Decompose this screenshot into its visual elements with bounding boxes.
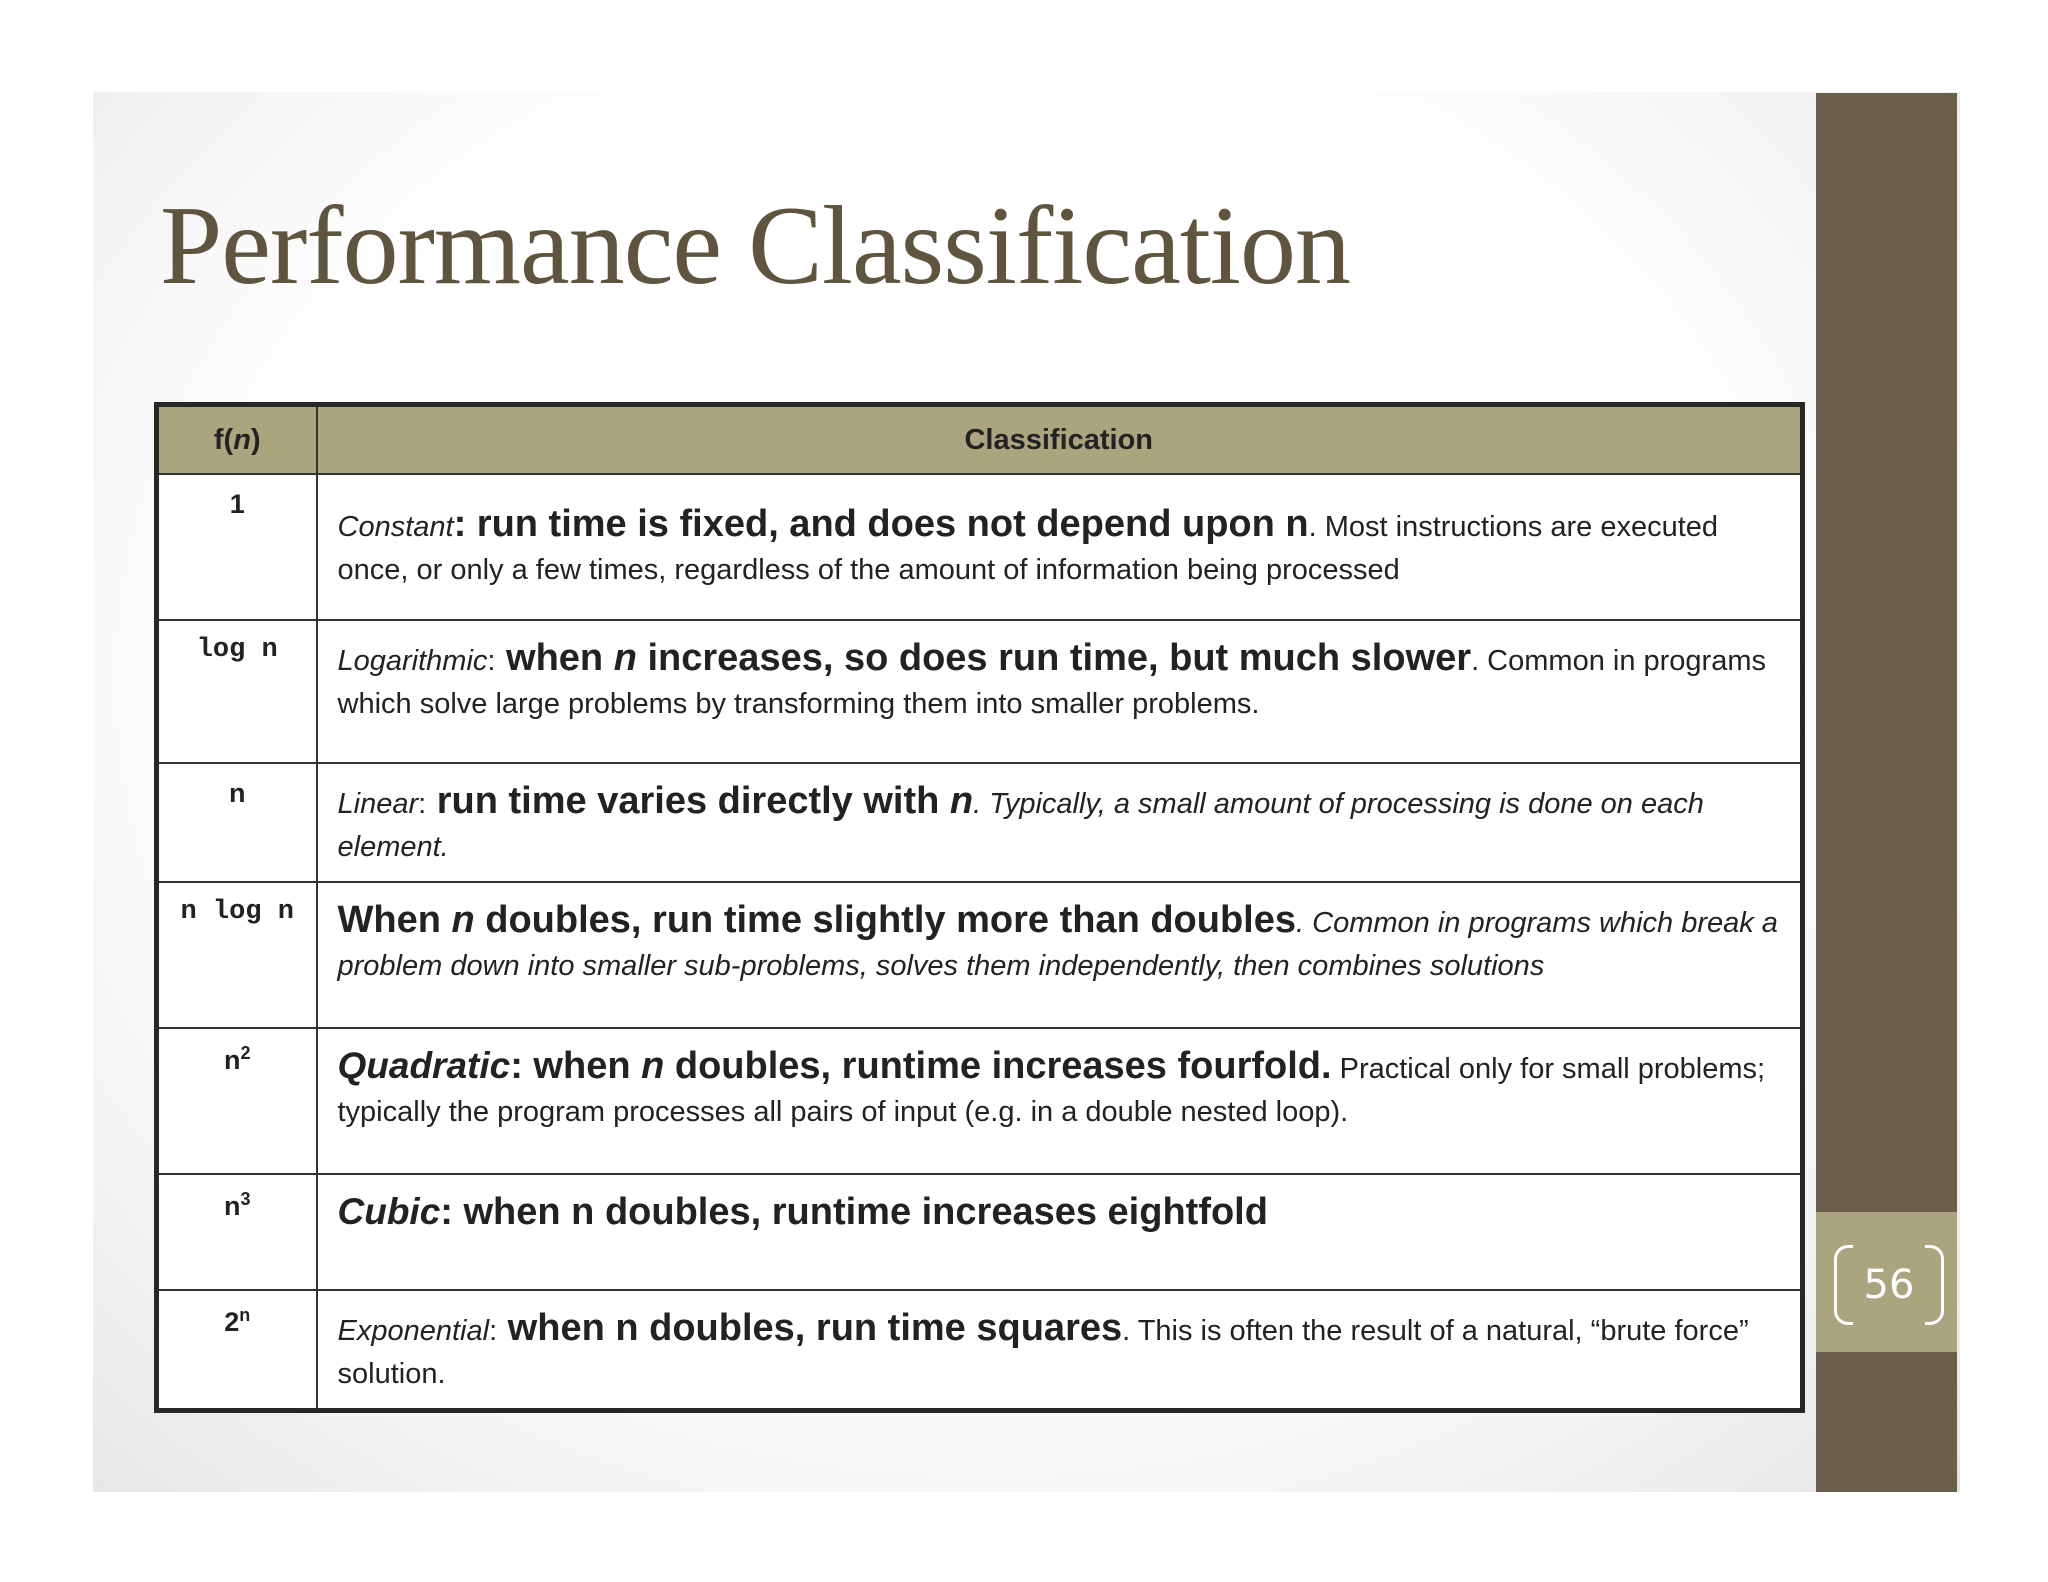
classification-cell: Linear: run time varies directly with n.… [315, 762, 1804, 883]
performance-table: f(n) Classification 1 Constant: run time… [154, 402, 1805, 1413]
table-row: n2 Quadratic: when n doubles, runtime in… [155, 1027, 1804, 1175]
classification-cell: Quadratic: when n doubles, runtime incre… [315, 1027, 1804, 1175]
table-row: 2n Exponential: when n doubles, run time… [155, 1289, 1804, 1412]
table-row: n log n When n doubles, run time slightl… [155, 881, 1804, 1029]
classification-cell: Cubic: when n doubles, runtime increases… [315, 1173, 1804, 1291]
fn-cell: n3 [155, 1173, 318, 1291]
table-row: log n Logarithmic: when n increases, so … [155, 619, 1804, 764]
classification-cell: Logarithmic: when n increases, so does r… [315, 619, 1804, 764]
fn-cell: 1 [155, 473, 318, 621]
classification-column-header: Classification [315, 403, 1804, 475]
fn-cell: 2n [155, 1289, 318, 1412]
page-number: 56 [1863, 1262, 1915, 1308]
table-row: n Linear: run time varies directly with … [155, 762, 1804, 883]
fn-cell: log n [155, 619, 318, 764]
table-row: n3 Cubic: when n doubles, runtime increa… [155, 1173, 1804, 1291]
classification-cell: Exponential: when n doubles, run time sq… [315, 1289, 1804, 1412]
slide-title: Performance Classification [160, 184, 1351, 308]
classification-cell: Constant: run time is fixed, and does no… [315, 473, 1804, 621]
classification-cell: When n doubles, run time slightly more t… [315, 881, 1804, 1029]
fn-cell: n2 [155, 1027, 318, 1175]
page-number-bracket [1834, 1245, 1944, 1325]
fn-cell: n [155, 762, 318, 883]
fn-column-header: f(n) [155, 403, 318, 475]
table-header-row: f(n) Classification [155, 403, 1804, 475]
table-row: 1 Constant: run time is fixed, and does … [155, 473, 1804, 621]
fn-cell: n log n [155, 881, 318, 1029]
